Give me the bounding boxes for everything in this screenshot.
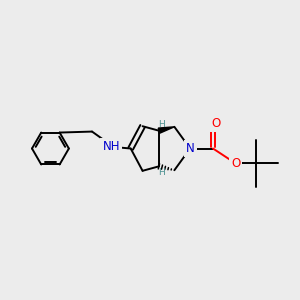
Text: NH: NH xyxy=(103,140,120,153)
Text: O: O xyxy=(212,117,220,130)
Text: H: H xyxy=(158,168,165,177)
Text: H: H xyxy=(158,120,165,129)
Text: N: N xyxy=(186,142,194,155)
Text: O: O xyxy=(231,157,240,170)
Polygon shape xyxy=(158,127,174,133)
